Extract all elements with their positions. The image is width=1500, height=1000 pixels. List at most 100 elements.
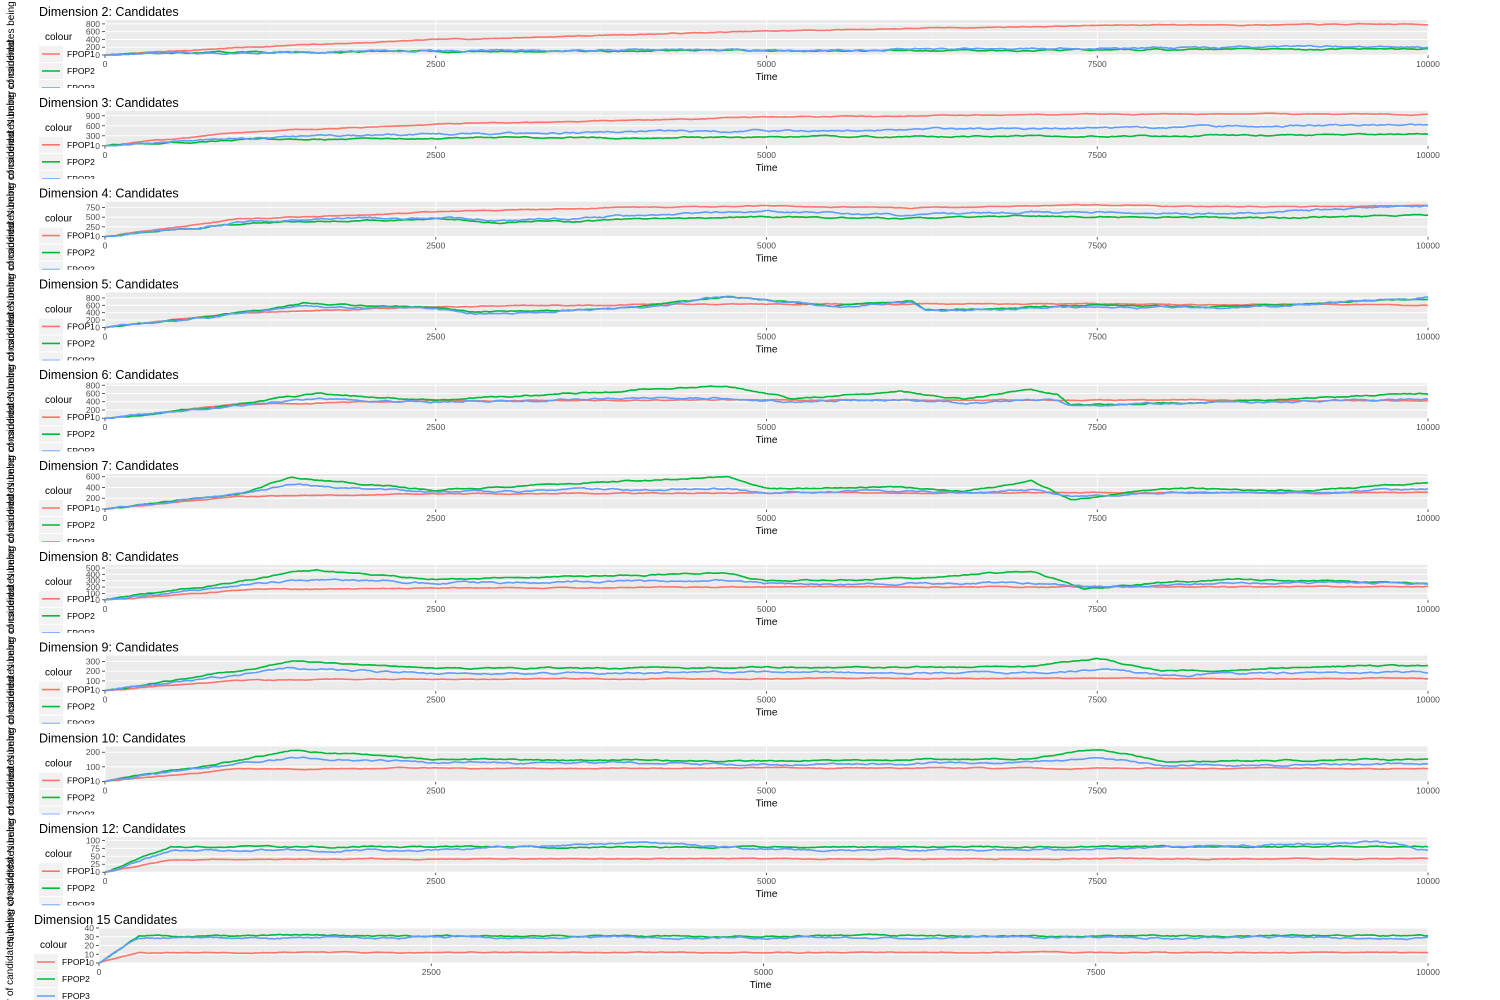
x-tick-label: 2500 — [426, 695, 445, 705]
series-line-fpop3 — [105, 666, 1428, 692]
legend-label: FPOP1 — [67, 866, 95, 876]
y-tick-label: 600 — [86, 300, 100, 310]
legend-label: FPOP1 — [67, 412, 95, 422]
legend-label: FPOP3 — [67, 537, 95, 547]
x-tick-label: 0 — [103, 150, 108, 160]
y-tick-label: 0 — [95, 141, 100, 151]
series-line-fpop3 — [105, 756, 1428, 783]
legend-title: colour — [45, 668, 73, 679]
series-line-fpop3 — [105, 840, 1428, 873]
series-line-fpop2 — [105, 844, 1428, 873]
legend: colour FPOP1 FPOP2 FPOP3 — [39, 123, 95, 179]
series-line-fpop1 — [105, 22, 1428, 56]
legend-label: FPOP1 — [67, 231, 95, 241]
x-tick-label: 2500 — [426, 876, 445, 886]
x-axis-label: Time — [756, 526, 778, 537]
y-tick-label: 600 — [86, 472, 100, 482]
series-line-fpop1 — [105, 398, 1428, 419]
y-tick-label: 900 — [86, 111, 100, 121]
x-tick-label: 2500 — [426, 150, 445, 160]
legend-key — [39, 806, 63, 815]
x-tick-label: 0 — [103, 513, 108, 523]
y-tick-label: 20 — [85, 941, 95, 951]
chart-title: Dimension 4: Candidates — [39, 187, 179, 201]
chart-title: Dimension 2: Candidates — [39, 5, 179, 19]
chart-panel-5: Number of candidates being considered Dim… — [6, 404, 1440, 581]
legend: colour FPOP1 FPOP2 FPOP3 — [39, 849, 95, 906]
y-tick-label: 0 — [95, 322, 100, 332]
series-line-fpop2 — [105, 657, 1428, 692]
legend-title: colour — [40, 940, 68, 951]
legend-label: FPOP2 — [67, 702, 95, 712]
series-line-fpop3 — [105, 483, 1428, 510]
y-axis-label: Number of candidates being considered — [6, 767, 17, 944]
x-tick-label: 5000 — [757, 513, 776, 523]
legend-label: FPOP2 — [67, 520, 95, 530]
legend-label: FPOP1 — [67, 685, 95, 695]
y-tick-label: 400 — [86, 34, 100, 44]
x-tick-label: 0 — [103, 876, 108, 886]
y-tick-label: 50 — [91, 851, 101, 861]
chart-panel-4: Number of candidates being considered Dim… — [6, 313, 1440, 490]
y-tick-label: 300 — [86, 656, 100, 666]
chart-title: Dimension 15 Candidates — [34, 913, 177, 927]
legend-label: FPOP1 — [67, 49, 95, 59]
x-tick-label: 10000 — [1416, 59, 1440, 69]
y-tick-label: 400 — [86, 397, 100, 407]
x-tick-label: 0 — [103, 422, 108, 432]
x-tick-label: 7500 — [1088, 785, 1107, 795]
chart-title: Dimension 10: Candidates — [39, 731, 186, 745]
chart-panel-0: Number of candidates being considered Dim… — [6, 0, 1440, 126]
legend-label: FPOP3 — [67, 446, 95, 456]
y-tick-label: 200 — [86, 315, 100, 325]
y-tick-label: 600 — [86, 121, 100, 131]
y-tick-label: 800 — [86, 293, 100, 303]
x-tick-label: 7500 — [1088, 422, 1107, 432]
y-tick-label: 200 — [86, 747, 100, 757]
legend-title: colour — [45, 395, 73, 406]
series-line-fpop1 — [105, 857, 1428, 873]
series-line-fpop1 — [105, 676, 1428, 692]
y-tick-label: 0 — [95, 50, 100, 60]
x-tick-label: 0 — [103, 604, 108, 614]
x-tick-label: 7500 — [1088, 59, 1107, 69]
legend-label: FPOP1 — [62, 957, 90, 967]
series-line-fpop3 — [99, 934, 1428, 964]
legend-label: FPOP3 — [67, 809, 95, 819]
y-axis-label: Number of candidates being considered — [6, 494, 17, 671]
x-tick-label: 0 — [103, 785, 108, 795]
series-line-fpop1 — [99, 950, 1428, 964]
y-axis-label: Number of candidates being considered — [6, 585, 17, 762]
x-axis-label: Time — [756, 72, 778, 83]
x-tick-label: 7500 — [1088, 876, 1107, 886]
legend-key — [39, 534, 63, 542]
x-axis-label: Time — [756, 617, 778, 628]
series-line-fpop1 — [105, 302, 1428, 329]
x-tick-label: 5000 — [757, 150, 776, 160]
chart-panel-1: Number of candidates being considered Dim… — [6, 40, 1440, 217]
y-tick-label: 100 — [86, 676, 100, 686]
legend-label: FPOP2 — [67, 429, 95, 439]
x-tick-label: 0 — [103, 331, 108, 341]
x-tick-label: 0 — [103, 241, 108, 251]
chart-title: Dimension 3: Candidates — [39, 96, 179, 110]
legend-label: FPOP1 — [67, 321, 95, 331]
legend: colour FPOP1 FPOP2 FPOP3 — [39, 32, 95, 88]
y-axis-label: Number of candidates being considered — [6, 0, 17, 126]
y-tick-label: 0 — [95, 776, 100, 786]
x-tick-label: 7500 — [1086, 967, 1105, 977]
y-tick-label: 200 — [86, 493, 100, 503]
x-tick-label: 10000 — [1416, 513, 1440, 523]
legend-title: colour — [45, 304, 73, 315]
legend: colour FPOP1 FPOP2 FPOP3 — [39, 395, 95, 456]
chart-title: Dimension 5: Candidates — [39, 277, 179, 291]
legend-key — [39, 261, 63, 270]
series-line-fpop2 — [105, 568, 1428, 601]
x-tick-label: 7500 — [1088, 513, 1107, 523]
x-tick-label: 5000 — [757, 604, 776, 614]
y-tick-label: 40 — [85, 923, 95, 933]
series-line-fpop3 — [105, 204, 1428, 238]
x-tick-label: 10000 — [1416, 967, 1440, 977]
legend-label: FPOP3 — [62, 991, 90, 1000]
y-tick-label: 250 — [86, 222, 100, 232]
